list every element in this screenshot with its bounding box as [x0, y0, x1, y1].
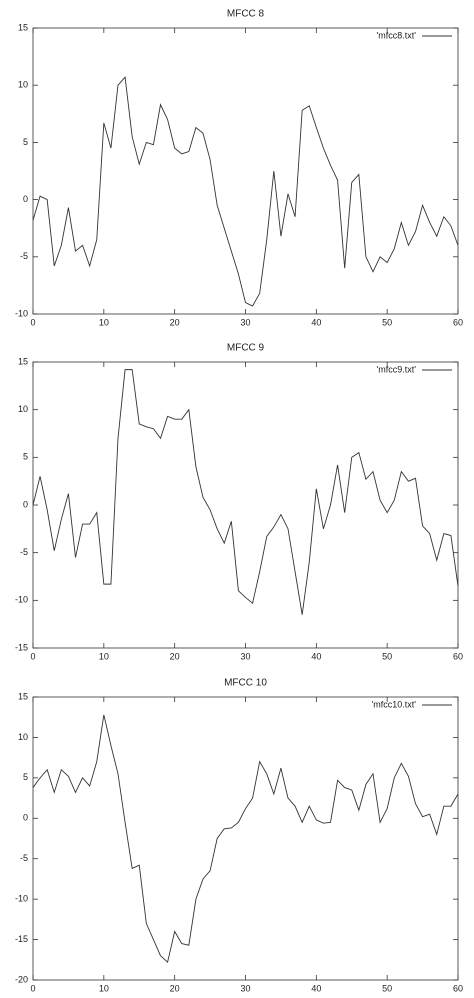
chart-title: MFCC 10: [224, 678, 267, 689]
y-tick-label: 15: [18, 356, 28, 366]
x-tick-label: 60: [453, 317, 463, 327]
y-tick-label: -10: [15, 595, 28, 605]
y-tick-label: -5: [20, 251, 28, 261]
legend-label: 'mfcc8.txt': [377, 30, 417, 40]
x-tick-label: 30: [240, 651, 250, 661]
y-tick-label: 15: [18, 22, 28, 32]
y-tick-label: 10: [18, 404, 28, 414]
x-tick-label: 30: [240, 983, 250, 993]
data-line: [32, 714, 459, 964]
data-line: [32, 76, 459, 307]
x-tick-label: 10: [99, 983, 109, 993]
x-tick-label: 0: [30, 983, 35, 993]
y-tick-label: -5: [20, 547, 28, 557]
y-tick-label: 0: [23, 499, 28, 509]
y-tick-label: 5: [23, 772, 28, 782]
x-tick-label: 40: [311, 651, 321, 661]
x-tick-label: 40: [311, 983, 321, 993]
x-tick-label: 10: [99, 651, 109, 661]
chart-title: MFCC 8: [227, 9, 265, 20]
x-tick-label: 60: [453, 983, 463, 993]
x-tick-label: 10: [99, 317, 109, 327]
data-line: [32, 369, 459, 615]
x-tick-label: 50: [382, 317, 392, 327]
x-tick-label: 20: [170, 651, 180, 661]
y-tick-label: -10: [15, 894, 28, 904]
y-tick-label: 0: [23, 813, 28, 823]
y-tick-label: -15: [15, 642, 28, 652]
y-tick-label: -5: [20, 853, 28, 863]
plot-frame: [32, 361, 459, 649]
y-tick-label: -15: [15, 934, 28, 944]
x-tick-label: 40: [311, 317, 321, 327]
y-tick-label: 5: [23, 137, 28, 147]
x-tick-label: 0: [30, 651, 35, 661]
x-tick-label: 20: [170, 317, 180, 327]
plot-frame: [32, 696, 459, 981]
legend-label: 'mfcc10.txt': [372, 699, 417, 709]
chart-title: MFCC 9: [227, 343, 265, 354]
y-tick-label: 10: [18, 80, 28, 90]
x-tick-label: 0: [30, 317, 35, 327]
x-tick-label: 60: [453, 651, 463, 661]
x-tick-label: 20: [170, 983, 180, 993]
x-tick-label: 30: [240, 317, 250, 327]
y-tick-label: 10: [18, 732, 28, 742]
plot-frame: [32, 27, 459, 315]
x-tick-label: 50: [382, 983, 392, 993]
y-tick-label: 15: [18, 691, 28, 701]
y-tick-label: -20: [15, 974, 28, 984]
legend-label: 'mfcc9.txt': [377, 364, 417, 374]
y-tick-label: 5: [23, 452, 28, 462]
x-tick-label: 50: [382, 651, 392, 661]
y-tick-label: -10: [15, 308, 28, 318]
y-tick-label: 0: [23, 194, 28, 204]
